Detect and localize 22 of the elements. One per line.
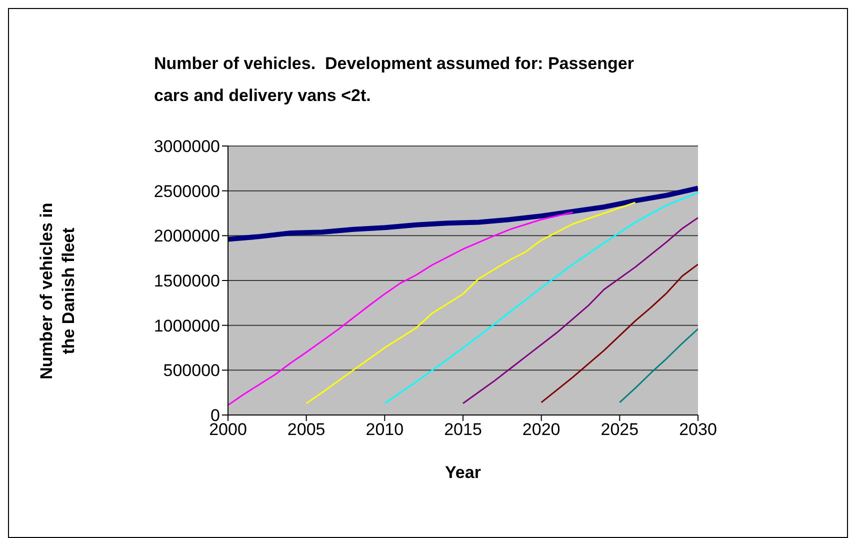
- line-series: [384, 192, 698, 404]
- chart-title: Number of vehicles. Development assumed for: Passenger cars and delivery vans <2t.: [154, 53, 635, 107]
- y-axis-title: Number of vehicles in the Danish fleet: [36, 202, 79, 382]
- x-tick-label: 2020: [522, 420, 560, 440]
- line-series: [306, 202, 636, 404]
- y-tick-label: 500000: [163, 361, 220, 380]
- y-tick-label: 3000000: [154, 137, 220, 156]
- x-tick-label: 2005: [287, 420, 326, 440]
- x-tick-label: 2030: [679, 420, 717, 440]
- line-series: [228, 212, 574, 406]
- x-axis-title: Year: [445, 463, 482, 482]
- line-series: [540, 264, 698, 404]
- y-tick-label: 1500000: [154, 272, 220, 291]
- y-tick-label: 2500000: [154, 182, 220, 201]
- x-tick-label: 2010: [366, 420, 404, 440]
- x-tick-label: 2000: [209, 420, 247, 440]
- x-tick-label: 2015: [444, 420, 482, 440]
- y-tick-label: 2000000: [154, 226, 220, 246]
- x-tick-label: 2025: [600, 420, 639, 440]
- line-series: [618, 328, 698, 404]
- y-tick-label: 1000000: [154, 316, 220, 336]
- line-series: [462, 216, 698, 404]
